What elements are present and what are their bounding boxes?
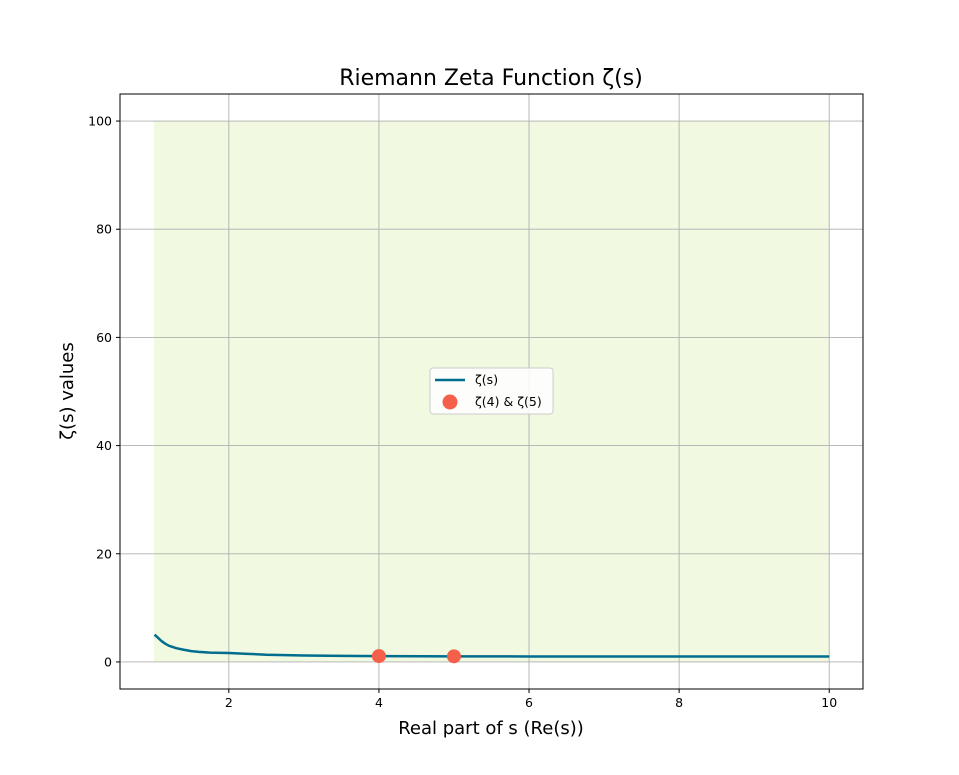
legend: ζ(s) ζ(4) & ζ(5) bbox=[429, 367, 554, 415]
series-layer bbox=[153, 633, 830, 664]
zeta-point bbox=[446, 649, 461, 664]
x-tick-label: 4 bbox=[375, 695, 383, 710]
x-tick-label: 2 bbox=[225, 695, 233, 710]
y-tick-label: 80 bbox=[96, 222, 112, 237]
y-axis-ticks: 0 20 40 60 80 100 bbox=[88, 114, 120, 669]
x-tick-label: 8 bbox=[675, 695, 683, 710]
zeta-point bbox=[371, 649, 386, 664]
y-axis-label: ζ(s) values bbox=[57, 342, 78, 439]
y-tick-label: 60 bbox=[96, 330, 112, 345]
plot-frame bbox=[119, 93, 864, 690]
y-tick-label: 40 bbox=[96, 438, 112, 453]
y-tick-label: 100 bbox=[88, 114, 112, 129]
y-tick-label: 20 bbox=[96, 546, 112, 561]
zeta-line bbox=[153, 633, 830, 658]
x-axis-ticks: 2 4 6 8 10 bbox=[225, 689, 837, 710]
legend-marker-swatch bbox=[442, 394, 458, 410]
x-axis-label: Real part of s (Re(s)) bbox=[398, 718, 584, 739]
grid-lines bbox=[120, 94, 863, 689]
x-tick-label: 6 bbox=[525, 695, 533, 710]
legend-label-points: ζ(4) & ζ(5) bbox=[475, 394, 542, 409]
y-tick-label: 0 bbox=[104, 654, 112, 669]
legend-label-zeta: ζ(s) bbox=[475, 372, 498, 387]
chart-title: Riemann Zeta Function ζ(s) bbox=[339, 66, 643, 91]
x-tick-label: 10 bbox=[821, 695, 837, 710]
